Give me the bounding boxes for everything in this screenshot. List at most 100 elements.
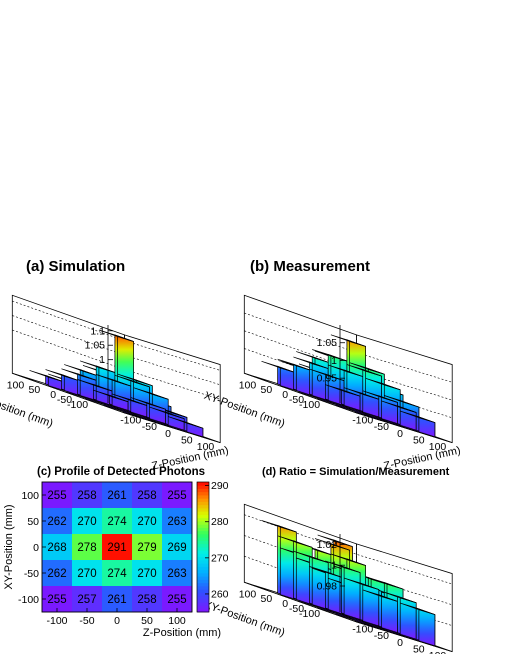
heatmap-cell [132,508,163,535]
cell-value: 291 [107,542,126,554]
bar-top-face [362,390,398,403]
colorbar-segment [197,543,209,548]
y-tick-label: -50 [57,394,72,406]
colorbar-segment [197,595,209,600]
x-tick-label: 0 [114,615,120,627]
z-gridline [12,315,221,386]
bar-top-face [309,368,345,382]
bar-side-face [381,596,398,634]
colorbar-segment [197,602,209,606]
heatmap-cell [72,482,103,509]
cell-value: 269 [167,542,186,554]
bar-top-face [29,370,65,383]
colorbar-segment [197,589,209,593]
z-gridline [12,329,221,400]
bar-top-face [349,362,385,375]
cell-value: 261 [107,490,126,502]
heatmap-cell [132,560,163,587]
heatmap-cell [42,482,73,509]
bar [400,602,436,647]
bar [29,370,65,392]
colorbar-segment [197,576,209,580]
cell-value: 274 [107,516,127,528]
x-tick-label: -50 [79,615,94,627]
colorbar-segment [197,511,209,515]
colorbar-segment [197,501,209,506]
x-tick-label: 0 [397,428,403,440]
bar-side-face [418,609,436,647]
y-tick-label: -100 [18,594,39,606]
x-tick-label: 0 [165,428,171,440]
cell-value: 255 [47,490,66,502]
bar [168,416,204,438]
cell-value: 255 [167,594,186,606]
cell-value: 255 [47,594,66,606]
colorbar-segment [197,514,209,519]
colorbar-tick-label: 260 [211,588,229,600]
colorbar-segment [197,482,209,486]
bar-top-face [312,349,348,362]
colorbar-segment [197,550,209,554]
colorbar-segment [197,599,209,603]
cell-value: 262 [47,568,66,580]
cell-value: 270 [137,516,156,528]
bar-top-face [80,360,116,373]
title-b: (b) Measurement [250,258,370,275]
colorbar-segment [197,498,209,502]
heatmap-cell [72,508,103,535]
cell-value: 270 [77,568,96,580]
z-gridline [244,535,453,606]
bar-side-face [343,567,361,620]
bar-top-face [77,379,113,392]
bar [45,369,81,397]
bar-top-face [277,358,313,372]
bar [261,520,297,601]
bar-top-face [330,334,366,347]
title-c: (c) Profile of Detected Photons [37,466,205,478]
bar-top-face [346,364,382,377]
z-tick-label: 1.05 [317,337,338,349]
z-gridline [244,348,453,419]
bar-top-face [296,351,332,364]
heatmap-cell [42,560,73,587]
x-tick-label: 50 [141,615,153,627]
heatmap-cell [162,508,193,535]
heatmap-cell [162,586,193,613]
bar-top-face [98,329,134,342]
colorbar-tick-label: 290 [211,480,229,492]
bar-top-face [96,374,131,387]
y-tick-label: 50 [27,516,39,528]
cell-value: 261 [107,594,126,606]
heatmap-cell [72,586,103,613]
heatmap-cell [132,586,163,613]
y-tick-label: -100 [299,399,320,411]
heatmap-cell [72,534,103,561]
colorbar-segment [197,508,209,512]
x-tick-label: -100 [352,415,373,427]
colorbar-segment [197,534,209,538]
bar-top-face [317,534,353,547]
colorbar-segment [197,566,209,571]
x-tick-label: -50 [374,421,389,433]
cell-value: 270 [77,516,96,528]
heatmap-cell [132,534,163,561]
colorbar-segment [197,537,209,541]
bar-top-face [130,397,166,410]
chart-a: 11.051.1-100-50050100-100-50050100Z-Posi… [0,294,230,473]
bar-top-face [362,589,398,602]
cell-value: 258 [137,490,156,502]
cell-value: 279 [137,542,156,554]
heatmap-cell [102,560,133,587]
bar-top-face [111,393,147,406]
bar-top-face [325,384,361,397]
colorbar-segment [197,573,209,577]
bar [325,560,361,620]
cell-value: 262 [47,516,66,528]
x-tick-label: 100 [429,650,447,654]
bar-top-face [325,560,361,573]
bar-top-face [261,520,297,533]
heatmap-cell [42,534,73,561]
colorbar-tick-label: 280 [211,516,229,528]
bar-top-face [117,373,153,387]
